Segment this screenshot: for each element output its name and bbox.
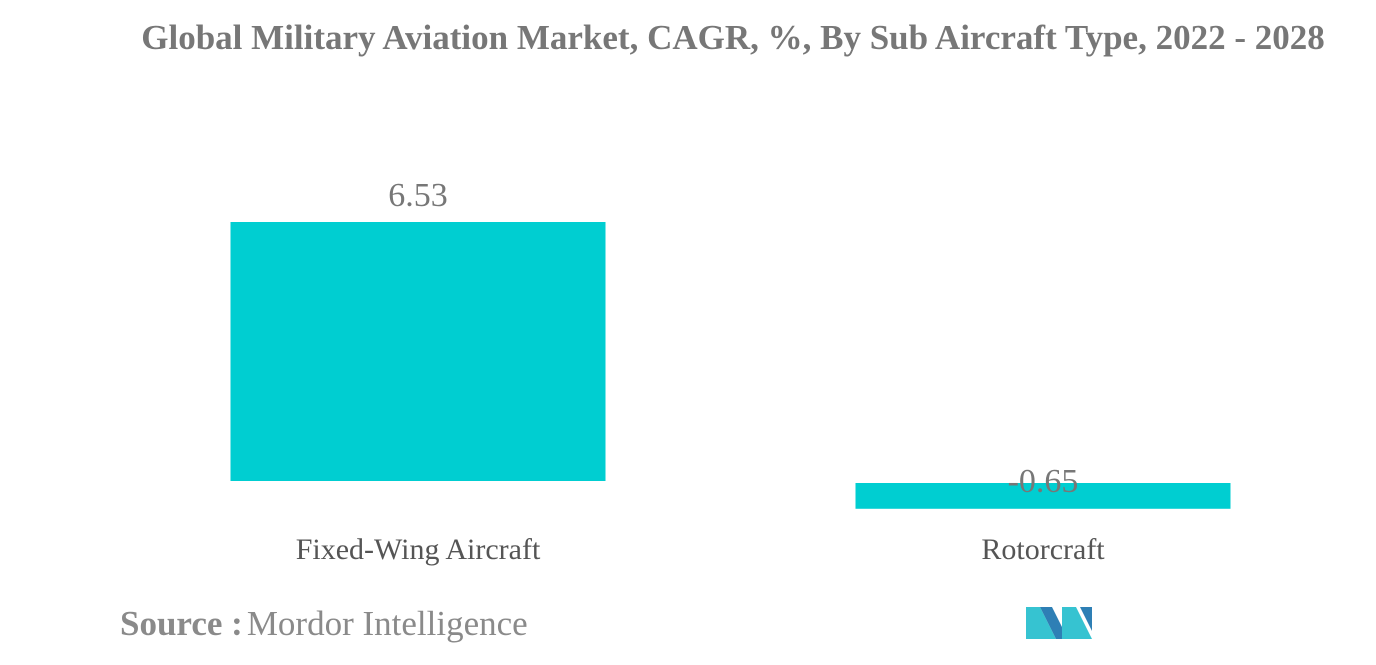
source-note: Source : Mordor Intelligence xyxy=(120,604,528,644)
category-label: Fixed-Wing Aircraft xyxy=(296,533,541,566)
mordor-intelligence-logo-icon xyxy=(1026,607,1092,639)
category-label: Rotorcraft xyxy=(981,533,1105,566)
chart-title: Global Military Aviation Market, CAGR, %… xyxy=(141,18,1325,57)
data-label: 6.53 xyxy=(388,177,448,214)
bar-rotorcraft xyxy=(855,483,1231,509)
source-text: Mordor Intelligence xyxy=(246,604,528,643)
bar-fixed-wing-aircraft xyxy=(230,222,606,481)
source-label: Source : xyxy=(120,604,243,643)
data-label: -0.65 xyxy=(1008,463,1079,500)
